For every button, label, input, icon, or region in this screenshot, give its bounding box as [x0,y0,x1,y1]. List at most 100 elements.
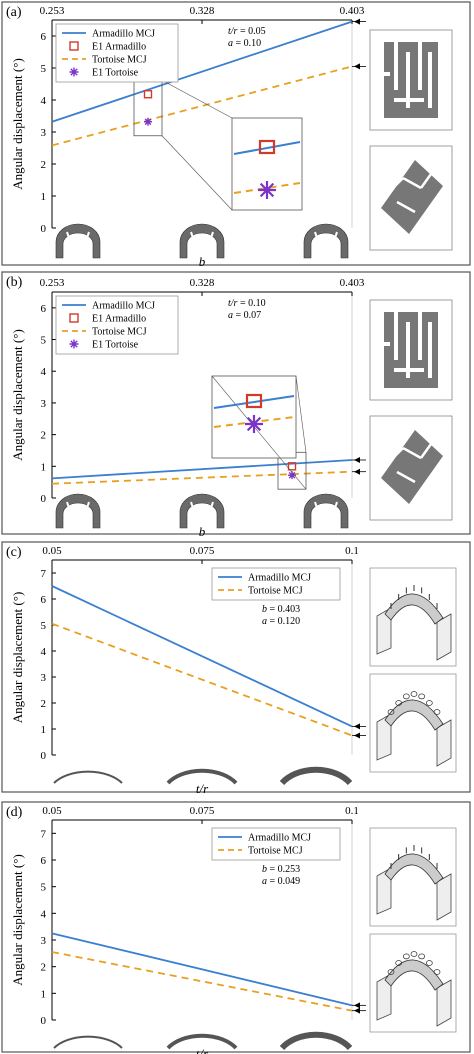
pattern-cell [402,693,410,700]
arc-segment-icon [179,223,225,259]
arc-segment-icon [166,1033,238,1050]
x-tick-label: 0.075 [190,545,215,557]
x-axis-label: t/r [196,1046,209,1054]
x-tick-label: 0.1 [345,805,359,817]
pattern-cell [433,709,441,715]
param-name: b [262,864,267,875]
cylinder-joint-icon [384,699,444,731]
arc-slot [66,501,70,509]
series-tortoise-mcj [51,470,353,485]
pattern-slot [384,72,390,76]
y-tick-label: 5 [41,882,47,894]
arc-segment-icon [303,223,349,259]
param-name: t/r [228,26,238,37]
x-tick-label: 0.1 [345,545,359,557]
param-annotation: b = 0.253 [262,864,300,875]
pointer-arrow [354,732,360,739]
param-value: = 0.10 [233,38,261,49]
x-tick-label: 0.253 [40,277,65,289]
param-annotation: a = 0.07 [228,310,261,321]
legend-label: Armadillo MCJ [92,29,155,40]
y-tick-label: 4 [41,366,47,378]
pattern-slot [428,322,432,378]
param-annotation: t/r = 0.10 [228,298,266,309]
legend: Armadillo MCJ E1 Armadillo Tortoise MCJ E1 … [55,23,179,83]
panel-label: (a) [6,5,22,20]
pattern-slot [394,312,398,360]
legend-label: Armadillo MCJ [92,301,155,312]
y-tick-label: 6 [41,31,47,43]
pattern-cell [418,953,426,960]
pattern-cell [395,700,403,706]
x-tick-label: 0.075 [190,805,215,817]
y-tick-label: 4 [41,95,47,107]
chart-panel-b: (b) 0 1 2 3 4 5 6 0.253 0.328 0.403 Angular displac… [1,271,471,539]
legend: Armadillo MCJ Tortoise MCJ [211,827,341,861]
marker-e1-tortoise [144,117,152,126]
x-tick-label: 0.328 [190,277,215,289]
zoom-connector [211,375,307,490]
series-armadillo-mcj [51,585,353,728]
zoom-e1-armadillo [245,393,263,409]
y-tick-label: 4 [41,646,47,658]
zoom-e1-tortoise [258,181,276,199]
pattern-slot [394,42,398,90]
y-tick-label: 2 [41,962,47,974]
pattern-slot [419,173,433,189]
pattern-cell [395,960,403,966]
x-tick-label: 0.05 [42,805,62,817]
pattern-cell [425,960,433,966]
legend-label: E1 Armadillo [92,314,146,325]
pattern-slot [394,368,424,372]
pattern-slot [394,98,424,102]
cylinder-joint-icon [384,959,444,991]
pattern-slot [402,446,422,460]
zoom-connector [295,375,307,453]
panel-border [1,1,471,266]
legend-swatch [69,67,79,77]
legend-box [211,827,341,861]
pattern-slot [390,447,404,461]
y-tick-label: 6 [41,855,47,867]
zoom-e1-armadillo [258,139,276,155]
y-tick-label: 0 [41,1015,47,1027]
pointer-arrow [354,1002,360,1009]
y-tick-label: 2 [41,159,47,171]
arc-slot [190,231,194,239]
param-value: = 0.049 [267,876,300,887]
arc-segment-icon [53,770,123,784]
pattern-slot [384,342,390,346]
series-armadillo-mcj [51,932,353,1007]
zoom-armadillo-line [213,395,295,409]
y-tick-label: 0 [41,493,47,505]
y-tick-label: 2 [41,430,47,442]
joint-block [376,607,392,655]
legend-box [211,567,341,601]
pointer-arrow [354,468,360,475]
arc-slot [334,501,338,509]
arc-slot [314,231,318,239]
param-value: = 0.120 [267,616,300,627]
y-tick-label: 5 [41,620,47,632]
legend: Armadillo MCJ E1 Armadillo Tortoise MCJ E1 … [55,295,179,355]
panel-label: (c) [6,545,22,560]
pointer-arrow [354,1007,360,1014]
pattern-cell [418,693,426,700]
arc-slot [190,501,194,509]
legend-swatch [69,339,79,349]
param-name: a [228,38,233,49]
legend-label: E1 Armadillo [92,42,146,53]
joint-block [436,719,452,767]
zoom-region [133,79,163,137]
series-armadillo-mcj [51,20,353,123]
y-tick-label: 3 [41,398,47,410]
joint-block [376,867,392,915]
y-axis-label: Angular displacement (°) [10,592,25,724]
panel-border [1,271,471,535]
y-tick-label: 3 [41,935,47,947]
arc-segment-icon [303,493,349,529]
param-value: = 0.403 [267,604,300,615]
y-axis-label: Angular displacement (°) [10,58,25,190]
series-tortoise-mcj [51,65,353,147]
